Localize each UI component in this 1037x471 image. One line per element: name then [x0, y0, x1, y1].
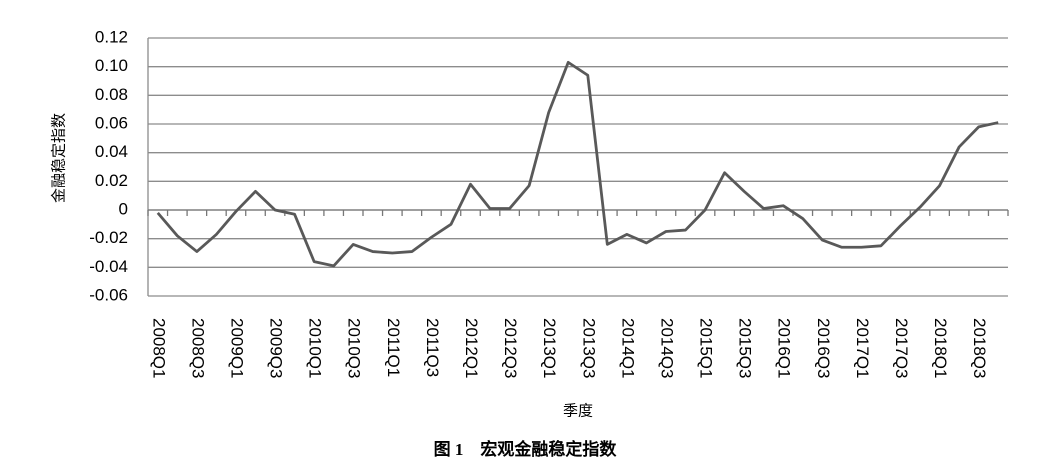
- y-tick-label: -0.06: [89, 285, 128, 304]
- x-tick-label: 2011Q1: [384, 318, 403, 377]
- x-tick-label: 2018Q3: [970, 318, 989, 379]
- x-tick-label: 2017Q1: [853, 318, 872, 379]
- x-tick-label: 2017Q3: [892, 318, 911, 379]
- caption: 图 1 宏观金融稳定指数: [434, 439, 618, 459]
- y-tick-label: 0.08: [95, 85, 128, 104]
- x-tick-label: 2010Q3: [345, 318, 364, 379]
- x-tick-label: 2012Q1: [462, 318, 481, 379]
- y-tick-label: -0.02: [89, 228, 128, 247]
- x-tick-label: 2013Q3: [579, 318, 598, 379]
- x-tick-label: 2016Q3: [814, 318, 833, 379]
- x-tick-label: 2013Q1: [540, 318, 559, 379]
- x-tick-label: 2015Q3: [736, 318, 755, 379]
- x-tick-label: 2008Q1: [149, 318, 168, 379]
- x-tick-label: 2018Q1: [931, 318, 950, 379]
- x-tick-label: 2014Q3: [657, 318, 676, 379]
- x-tick-label: 2011Q3: [423, 318, 442, 377]
- y-axis-label: 金融稳定指数: [50, 113, 67, 203]
- x-tick-label: 2012Q3: [501, 318, 520, 379]
- x-tick-label: 2009Q3: [267, 318, 286, 379]
- x-tick-label: 2010Q1: [306, 318, 325, 379]
- x-tick-label: 2009Q1: [227, 318, 246, 379]
- y-tick-label: -0.04: [89, 257, 128, 276]
- x-axis-label: 季度: [563, 402, 593, 419]
- x-tick-label: 2014Q1: [618, 318, 637, 379]
- x-tick-label: 2015Q1: [697, 318, 716, 379]
- y-tick-label: 0.12: [95, 27, 128, 46]
- x-tick-label: 2008Q3: [188, 318, 207, 379]
- x-tick-label: 2016Q1: [775, 318, 794, 379]
- y-tick-label: 0.06: [95, 113, 128, 132]
- y-tick-label: 0.04: [95, 142, 128, 161]
- y-tick-label: 0: [119, 199, 128, 218]
- data-line: [156, 60, 999, 268]
- y-tick-label: 0.10: [95, 56, 128, 75]
- y-tick-label: 0.02: [95, 171, 128, 190]
